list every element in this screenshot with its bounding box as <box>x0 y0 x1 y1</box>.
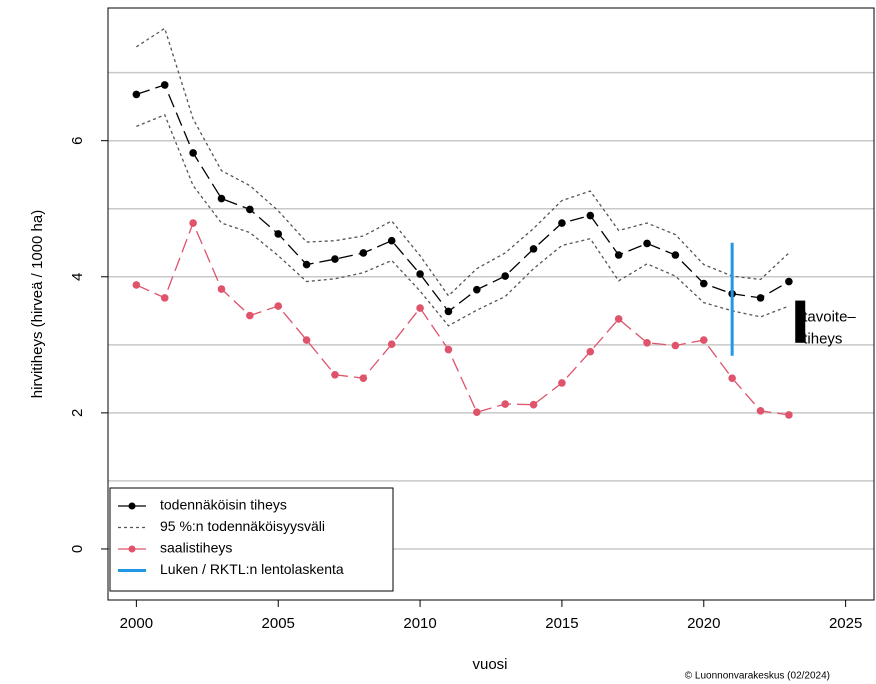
point <box>416 270 424 278</box>
point <box>274 230 283 238</box>
x-tick-label: 2025 <box>829 615 862 632</box>
series-line <box>136 221 789 416</box>
point <box>331 255 339 263</box>
point <box>529 245 538 253</box>
point <box>558 219 566 227</box>
x-axis-label: vuosi <box>472 656 507 673</box>
point <box>671 251 680 259</box>
point <box>217 285 226 293</box>
point <box>586 347 595 356</box>
series-line <box>136 27 790 297</box>
point <box>643 338 651 347</box>
point <box>189 149 197 157</box>
point <box>387 340 396 348</box>
point <box>246 311 254 320</box>
point <box>586 211 595 220</box>
target-label: tiheys <box>803 331 842 348</box>
point <box>217 194 226 203</box>
target-label: tavoite– <box>803 309 856 326</box>
y-tick-label: 6 <box>69 137 86 145</box>
point <box>756 294 765 302</box>
x-tick-label: 2020 <box>687 615 720 632</box>
point <box>785 277 793 286</box>
point <box>331 370 339 379</box>
point <box>416 304 424 312</box>
point <box>160 294 169 302</box>
point <box>785 411 793 419</box>
point <box>473 408 481 416</box>
point <box>189 219 197 227</box>
legend-label: 95 %:n todennäköisyysväli <box>160 518 325 534</box>
point <box>699 336 708 344</box>
legend: todennäköisin tiheys 95 %:n todennäköisyy… <box>109 487 394 592</box>
plot-frame <box>107 7 875 601</box>
point <box>274 302 283 310</box>
point <box>132 281 141 289</box>
legend-marker <box>128 545 136 553</box>
point <box>756 407 765 415</box>
point <box>728 374 736 382</box>
point <box>444 307 453 316</box>
point <box>643 239 651 248</box>
x-tick-label: 2015 <box>545 615 578 632</box>
point <box>473 285 481 294</box>
y-tick-label: 4 <box>69 273 86 281</box>
legend-label: saalistiheys <box>160 540 232 556</box>
point <box>699 279 708 288</box>
point <box>501 400 509 408</box>
point <box>671 341 680 350</box>
target-bar <box>795 300 806 343</box>
y-tick-label: 0 <box>69 545 86 553</box>
x-tick-label: 2010 <box>403 615 436 632</box>
y-tick-label: 2 <box>69 409 86 417</box>
legend-label: Luken / RKTL:n lentolaskenta <box>160 561 344 577</box>
y-axis-label: hirvitiheys (hirveä / 1000 ha) <box>29 210 46 398</box>
point <box>387 236 396 245</box>
point <box>558 379 566 387</box>
point <box>614 251 623 259</box>
point <box>614 315 623 323</box>
point <box>246 205 254 214</box>
point <box>529 400 538 409</box>
legend-box <box>109 487 394 592</box>
point <box>302 260 311 269</box>
point <box>444 345 453 354</box>
point <box>132 90 141 99</box>
point <box>501 272 509 280</box>
point <box>302 336 311 344</box>
x-tick-label: 2000 <box>120 615 153 632</box>
point <box>359 374 368 382</box>
legend-label: todennäköisin tiheys <box>160 497 287 513</box>
legend-marker <box>128 502 136 510</box>
point <box>359 249 368 257</box>
series-line <box>136 113 790 327</box>
x-tick-label: 2005 <box>262 615 295 632</box>
point <box>160 81 169 89</box>
credit: © Luonnonvarakeskus (02/2024) <box>685 671 830 682</box>
series-line <box>136 84 790 313</box>
